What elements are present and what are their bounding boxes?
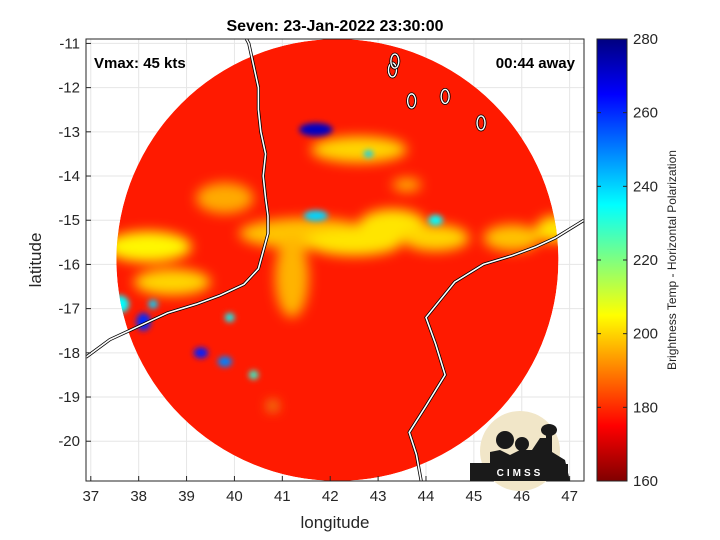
y-tick-label: -19 (58, 389, 80, 406)
island (440, 88, 450, 105)
island (406, 93, 417, 109)
island (390, 53, 400, 69)
x-tick-label: 46 (513, 488, 530, 505)
colorbar-tick-label: 220 (633, 252, 658, 269)
brightness-feature (402, 224, 470, 252)
colorbar-tick-label: 260 (633, 105, 658, 122)
chart-title: Seven: 23-Jan-2022 23:30:00 (226, 18, 443, 35)
colorbar-tick-label: 240 (633, 178, 658, 195)
brightness-feature (116, 231, 192, 263)
y-tick-label: -13 (58, 124, 80, 141)
colorbar (596, 38, 628, 482)
data-layer (86, 39, 584, 481)
brightness-feature (392, 178, 422, 192)
coastline-madagascar (408, 219, 584, 481)
brightness-feature (483, 224, 541, 252)
brightness-features (116, 136, 559, 411)
colorbar-label: Brightness Temp - Horizontal Polarizatio… (665, 150, 679, 370)
colorbar-tick-label: 280 (633, 31, 658, 48)
x-tick-label: 38 (130, 488, 147, 505)
brightness-feature (536, 215, 559, 243)
colorbar-tick-label: 160 (633, 473, 658, 490)
vmax-annotation: Vmax: 45 kts (94, 55, 186, 72)
x-tick-label: 37 (82, 488, 99, 505)
y-tick-label: -15 (58, 212, 80, 229)
y-tick-label: -18 (58, 345, 80, 362)
time-away-annotation: 00:44 away (496, 55, 576, 72)
brightness-feature (148, 299, 158, 309)
y-tick-label: -17 (58, 301, 80, 318)
brightness-feature (133, 268, 211, 296)
colorbar-tick-label: 180 (633, 399, 658, 416)
x-tick-label: 42 (322, 488, 339, 505)
cimss-logo-text: CIMSS (497, 468, 544, 479)
x-tick-label: 41 (274, 488, 291, 505)
y-tick-label: -20 (58, 433, 80, 450)
cimss-logo: CIMSS (470, 411, 570, 491)
x-axis-label: longitude (300, 513, 369, 532)
brightness-feature (363, 150, 374, 158)
x-tick-label: 44 (418, 488, 435, 505)
y-tick-label: -16 (58, 256, 80, 273)
swath-background (116, 39, 559, 481)
x-tick-label: 40 (226, 488, 243, 505)
y-tick-label: -12 (58, 80, 80, 97)
brightness-feature (196, 182, 254, 214)
brightness-feature (193, 347, 209, 359)
coastline-africa (86, 39, 269, 358)
y-axis-ticks: -11 -12 -13 -14 -15 -16 -17 -18 -19 -20 (58, 35, 91, 450)
brightness-feature (428, 214, 443, 226)
brightness-feature (267, 401, 278, 411)
x-tick-label: 39 (178, 488, 195, 505)
y-axis-label: latitude (26, 233, 45, 288)
colorbar-tick-label: 200 (633, 326, 658, 343)
plot-frame (85, 38, 585, 482)
brightness-feature (299, 122, 333, 137)
brightness-feature (217, 356, 233, 367)
y-tick-label: -14 (58, 168, 80, 185)
x-tick-label: 43 (370, 488, 387, 505)
y-tick-label: -11 (59, 35, 80, 52)
x-tick-label: 45 (466, 488, 483, 505)
brightness-feature (248, 370, 259, 380)
brightness-feature (311, 136, 407, 163)
x-axis-ticks: 37 38 39 40 41 42 43 44 45 46 47 (82, 476, 578, 505)
x-tick-label: 47 (561, 488, 578, 505)
island (476, 115, 486, 131)
brightness-feature (224, 313, 235, 322)
coastlines (86, 39, 584, 481)
brightness-feature (275, 237, 309, 318)
brightness-feature (303, 210, 328, 222)
colorbar-ticks: 160 180 200 220 240 260 280 (597, 31, 658, 490)
